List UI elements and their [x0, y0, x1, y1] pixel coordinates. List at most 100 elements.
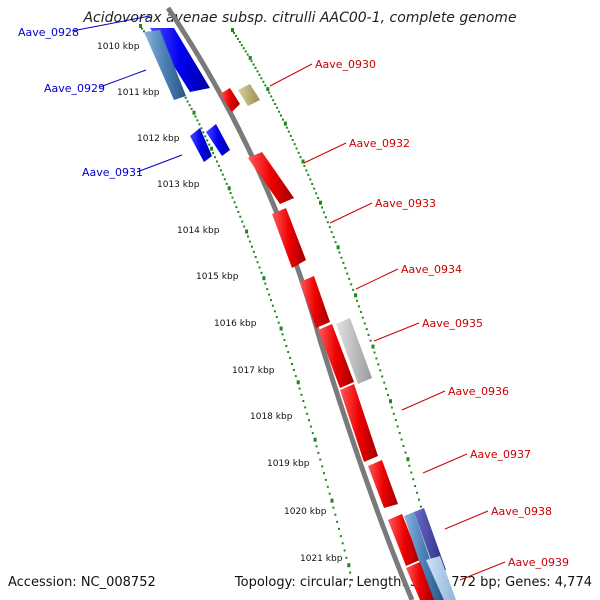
- tick-label: 1013 kbp: [157, 180, 200, 190]
- tick-label: 1019 kbp: [267, 459, 310, 469]
- ruler-tick-outer: [233, 31, 235, 34]
- gene-label-aave-0930[interactable]: Aave_0930: [315, 58, 376, 71]
- gene-label-aave-0939[interactable]: Aave_0939: [508, 556, 569, 569]
- tick-label: 1021 kbp: [300, 554, 343, 564]
- ruler-tick-inner: [292, 369, 295, 371]
- ruler-tick-inner: [279, 326, 283, 331]
- accession-label: Accession: NC_008752: [8, 575, 156, 590]
- ruler-tick-outer: [297, 151, 300, 154]
- ruler-tick-inner: [204, 135, 207, 138]
- ruler-tick-outer: [392, 412, 395, 415]
- gene-feature-aave-0938[interactable]: [388, 514, 420, 566]
- ruler-tick-inner: [250, 245, 253, 248]
- tick-label: 1018 kbp: [250, 412, 293, 422]
- ruler-tick-inner: [338, 527, 340, 530]
- ruler-tick-outer: [258, 73, 261, 76]
- ruler-tick-inner: [139, 24, 142, 28]
- ruler-tick-outer: [381, 375, 384, 378]
- gene-label-aave-0931[interactable]: Aave_0931: [82, 166, 143, 179]
- ruler-tick-inner: [298, 387, 301, 390]
- gene-feature-aave-0939[interactable]: [406, 562, 434, 600]
- gene-label-aave-0929[interactable]: Aave_0929: [44, 82, 105, 95]
- ruler-tick-outer: [363, 322, 366, 325]
- gene-label-aave-0935[interactable]: Aave_0935: [422, 317, 483, 330]
- gene-feature-aave-0935a[interactable]: [318, 324, 354, 388]
- ruler-tick-outer: [357, 305, 360, 308]
- gene-label-aave-0932[interactable]: Aave_0932: [349, 137, 410, 150]
- gene-feature-aave-0938b[interactable]: [404, 512, 444, 600]
- ruler-tick-inner: [347, 563, 351, 568]
- ruler-tick-outer: [394, 419, 397, 422]
- ruler-tick-outer: [270, 95, 273, 98]
- ruler-tick-outer: [332, 236, 335, 239]
- gene-feature-aave-0932[interactable]: [248, 152, 294, 204]
- ruler-tick-outer: [406, 457, 410, 462]
- tick-labels: 1010 kbp 1011 kbp 1012 kbp 1013 kbp 1014…: [97, 42, 343, 564]
- ruler-tick-outer: [315, 192, 318, 195]
- ruler-tick-outer: [369, 339, 372, 342]
- ruler-tick-inner: [216, 160, 218, 163]
- gene-feature-aave-0930b[interactable]: [238, 84, 260, 106]
- ruler-tick-inner: [233, 201, 236, 204]
- map-title: Acidovorax avenae subsp. citrulli AAC00-…: [82, 10, 516, 26]
- tick-label: 1017 kbp: [232, 366, 275, 376]
- gene-feature-aave-0930a[interactable]: [220, 88, 240, 112]
- gene-labels: Aave_0928 Aave_0929 Aave_0931 Aave_0930 …: [18, 26, 569, 569]
- ruler-tick-inner: [254, 256, 257, 258]
- ruler-tick-outer: [291, 139, 294, 141]
- ruler-tick-outer: [402, 445, 405, 447]
- ruler-tick-inner: [186, 100, 189, 103]
- ruler-tick-inner: [277, 321, 280, 324]
- tick-label: 1012 kbp: [137, 134, 180, 144]
- ruler-tick-outer: [385, 387, 388, 390]
- gene-feature-aave-0934[interactable]: [300, 276, 330, 328]
- ruler-tick-outer: [340, 256, 343, 259]
- gene-label-aave-0937[interactable]: Aave_0937: [470, 448, 531, 461]
- gene-feature-aave-0939b[interactable]: [426, 556, 456, 600]
- ruler-tick-inner: [229, 192, 232, 194]
- ruler-tick-outer: [283, 121, 287, 126]
- gene-label-aave-0938[interactable]: Aave_0938: [491, 505, 552, 518]
- gene-feature-aave-0933[interactable]: [272, 208, 306, 268]
- ruler-tick-inner: [219, 169, 222, 172]
- ruler-tick-outer: [356, 299, 358, 302]
- ruler-tick-inner: [341, 542, 344, 545]
- gene-feature-aave-0936[interactable]: [340, 384, 378, 462]
- gene-feature-aave-0931a[interactable]: [190, 128, 212, 162]
- ruler-tick-outer: [383, 381, 386, 384]
- ruler-tick-inner: [217, 164, 220, 167]
- ruler-tick-outer: [287, 130, 290, 133]
- ruler-tick-outer: [301, 159, 305, 164]
- ruler-tick-inner: [300, 393, 303, 396]
- gene-feature-aave-0929[interactable]: [144, 30, 186, 100]
- ruler-tick-outer: [416, 491, 419, 494]
- ruler-tick-inner: [294, 375, 297, 378]
- ruler-tick-outer: [412, 478, 415, 481]
- ruler-tick-outer: [266, 87, 270, 92]
- gene-feature-aave-0931b[interactable]: [206, 124, 230, 156]
- gene-label-aave-0933[interactable]: Aave_0933: [375, 197, 436, 210]
- gene-feature-aave-0935b[interactable]: [336, 318, 372, 384]
- gene-label-aave-0934[interactable]: Aave_0934: [401, 263, 462, 276]
- ruler-tick-outer: [328, 226, 331, 229]
- ruler-tick-inner: [317, 451, 320, 454]
- ruler-tick-inner: [285, 345, 288, 347]
- ruler-tick-outer: [350, 283, 353, 286]
- ruler-tick-outer: [371, 344, 375, 349]
- ruler-tick-outer: [359, 311, 362, 313]
- gene-label-aave-0928[interactable]: Aave_0928: [18, 26, 79, 39]
- ruler-tick-inner: [188, 104, 191, 107]
- gene-label-aave-0936[interactable]: Aave_0936: [448, 385, 509, 398]
- ruler-tick-outer: [404, 451, 407, 454]
- ruler-tick-outer: [289, 134, 292, 137]
- ruler-tick-inner: [273, 310, 276, 313]
- gene-feature-aave-0937[interactable]: [368, 460, 398, 508]
- ruler-tick-inner: [202, 131, 205, 134]
- ruler-tick-outer: [346, 272, 349, 275]
- ruler-tick-inner: [351, 579, 353, 581]
- ruler-tick-inner: [271, 304, 274, 307]
- ruler-tick-inner: [260, 271, 263, 274]
- ruler-tick-inner: [212, 152, 215, 154]
